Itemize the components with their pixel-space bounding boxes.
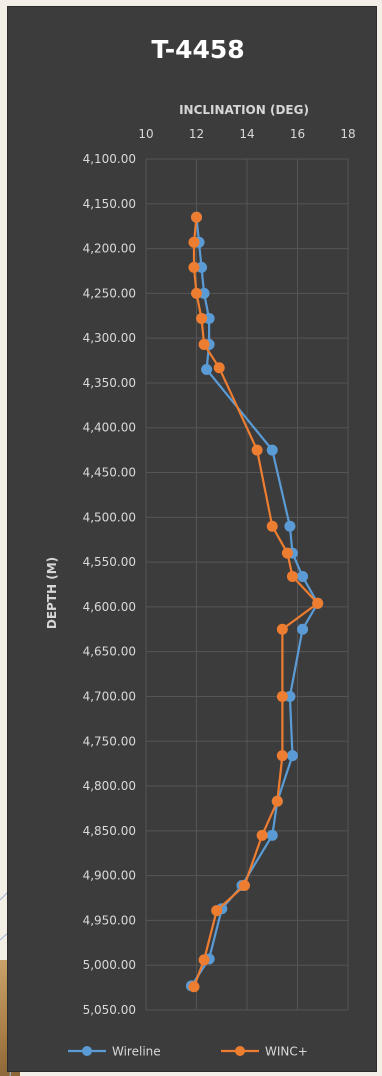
chart-title: T-4458 [151,35,244,64]
y-axis-title: DEPTH (M) [45,557,59,629]
chart-svg: T-4458 INCLINATION (DEG) DEPTH (M) 10 12 1… [45,35,356,1059]
x-tick-label: 16 [290,127,305,141]
legend-marker [82,1046,92,1056]
y-tick-label: 5,000.00 [83,958,136,972]
data-point [276,750,288,762]
data-point [201,364,213,376]
data-point [284,520,296,532]
y-tick-label: 5,050.00 [83,1003,136,1017]
x-tick-label: 10 [138,127,153,141]
y-tick-label: 4,850.00 [83,824,136,838]
data-point [286,750,298,762]
y-tick-label: 4,800.00 [83,779,136,793]
y-tick-label: 4,100.00 [83,152,136,166]
y-tick-label: 4,700.00 [83,689,136,703]
data-point [312,597,324,609]
data-point [198,954,210,966]
data-point [284,690,296,702]
y-tick-label: 4,150.00 [83,197,136,211]
data-point [191,287,202,299]
data-point [238,879,250,891]
data-point [198,338,210,350]
data-point [276,690,288,702]
data-point [188,236,200,248]
y-tick-label: 4,250.00 [83,286,136,300]
legend-marker [235,1046,245,1056]
series-line [190,217,319,987]
legend-entry: Wireline [68,1045,161,1059]
data-point [203,312,215,324]
y-tick-label: 4,900.00 [83,869,136,883]
y-tick-label: 4,550.00 [83,555,136,569]
chart-panel: T-4458 INCLINATION (DEG) DEPTH (M) 10 12 1… [7,6,377,1072]
y-tick-label: 4,450.00 [83,466,136,480]
y-tick-label: 4,750.00 [83,734,136,748]
data-point [271,795,283,807]
data-point [297,570,309,582]
data-point [281,547,293,559]
data-point [196,312,208,324]
data-point [297,623,309,635]
y-tick-label: 4,200.00 [83,242,136,256]
series-wireline [185,211,324,992]
series-line [192,217,319,988]
y-tick-label: 4,400.00 [83,421,136,435]
data-point [286,570,298,582]
data-point [213,362,225,374]
data-point [266,520,278,532]
data-point [196,261,208,273]
data-point [211,905,223,917]
y-tick-labels: 4,100.00 4,150.00 4,200.00 4,250.00 4,300.00… [83,152,136,1017]
y-tick-label: 4,500.00 [83,510,136,524]
x-tick-label: 12 [189,127,204,141]
data-point [251,444,263,456]
data-point [188,261,200,273]
x-axis-title: INCLINATION (DEG) [179,103,309,117]
data-point [256,829,268,841]
y-tick-label: 4,350.00 [83,376,136,390]
legend-entry: WINC+ [221,1045,308,1059]
legend: Wireline WINC+ [68,1045,308,1059]
y-tick-label: 4,300.00 [83,331,136,345]
gridlines [145,158,349,1011]
data-point [188,981,200,993]
x-tick-labels: 10 12 14 16 18 [138,127,355,141]
x-tick-label: 18 [340,127,355,141]
y-tick-label: 4,950.00 [83,913,136,927]
series-winc- [188,211,324,993]
data-series [185,211,324,993]
data-point [191,211,202,223]
x-tick-label: 14 [239,127,254,141]
legend-label: WINC+ [265,1045,308,1059]
data-point [266,829,278,841]
data-point [198,287,210,299]
data-point [276,623,288,635]
legend-label: Wireline [112,1045,161,1059]
y-tick-label: 4,600.00 [83,600,136,614]
data-point [266,444,278,456]
y-tick-label: 4,650.00 [83,645,136,659]
